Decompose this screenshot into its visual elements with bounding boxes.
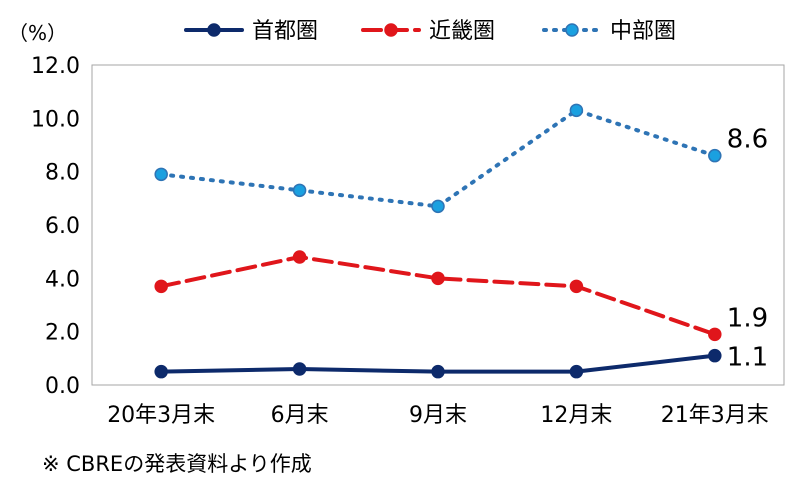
data-point: [154, 279, 168, 294]
y-tick-label: 2.0: [45, 321, 80, 346]
y-tick-label: 4.0: [45, 267, 80, 292]
x-tick-label: 21年3月末: [661, 403, 769, 428]
x-axis: 20年3月末 6月末 9月末 12月末 21年3月末: [107, 403, 769, 428]
x-tick-label: 20年3月末: [107, 403, 215, 428]
x-tick-label: 6月末: [271, 403, 329, 428]
legend-swatch-marker: [207, 23, 221, 37]
data-point: [569, 103, 584, 118]
data-point: [431, 364, 445, 379]
x-tick-label: 12月末: [540, 403, 612, 428]
y-tick-label: 12.0: [31, 54, 80, 79]
data-point: [569, 364, 584, 379]
data-point: [708, 327, 722, 342]
series-line: [159, 108, 717, 209]
series-layer: [154, 103, 722, 379]
data-point: [292, 183, 307, 198]
series-3: [154, 103, 722, 214]
data-label: 1.1: [727, 343, 768, 373]
legend-item: 中部圏: [542, 19, 676, 44]
end-labels: 1.1 1.9 8.6: [727, 125, 768, 373]
y-tick-label: 8.0: [45, 161, 80, 186]
y-unit-label: （%）: [8, 21, 67, 45]
legend-swatch-marker: [384, 23, 398, 37]
plot-area: [91, 64, 785, 386]
data-point: [154, 167, 168, 182]
series-2: [154, 250, 722, 342]
series-1: [154, 348, 722, 379]
y-tick-label: 0.0: [45, 374, 80, 399]
data-point: [569, 279, 584, 294]
legend-label: 近畿圏: [429, 19, 495, 44]
legend-item: 首都圏: [184, 19, 318, 44]
x-tick-label: 9月末: [409, 403, 467, 428]
legend-item: 近畿圏: [361, 19, 495, 44]
data-label: 1.9: [727, 303, 768, 333]
data-point: [431, 199, 445, 214]
series-line: [159, 255, 717, 337]
data-point: [154, 364, 168, 379]
data-point: [708, 348, 722, 363]
footnote: ※ CBREの発表資料より作成: [42, 452, 312, 476]
data-point: [708, 148, 722, 163]
data-point: [431, 271, 445, 286]
y-axis: 0.0 2.0 4.0 6.0 8.0 10.0 12.0: [31, 54, 80, 399]
legend-label: 中部圏: [610, 19, 676, 44]
legend: 首都圏 近畿圏 中部圏: [184, 19, 676, 44]
y-tick-label: 10.0: [31, 107, 80, 132]
y-tick-label: 6.0: [45, 214, 80, 239]
data-point: [292, 362, 307, 376]
data-point: [292, 250, 307, 264]
data-label: 8.6: [727, 125, 768, 155]
legend-label: 首都圏: [252, 19, 318, 44]
legend-swatch-marker: [565, 23, 579, 37]
